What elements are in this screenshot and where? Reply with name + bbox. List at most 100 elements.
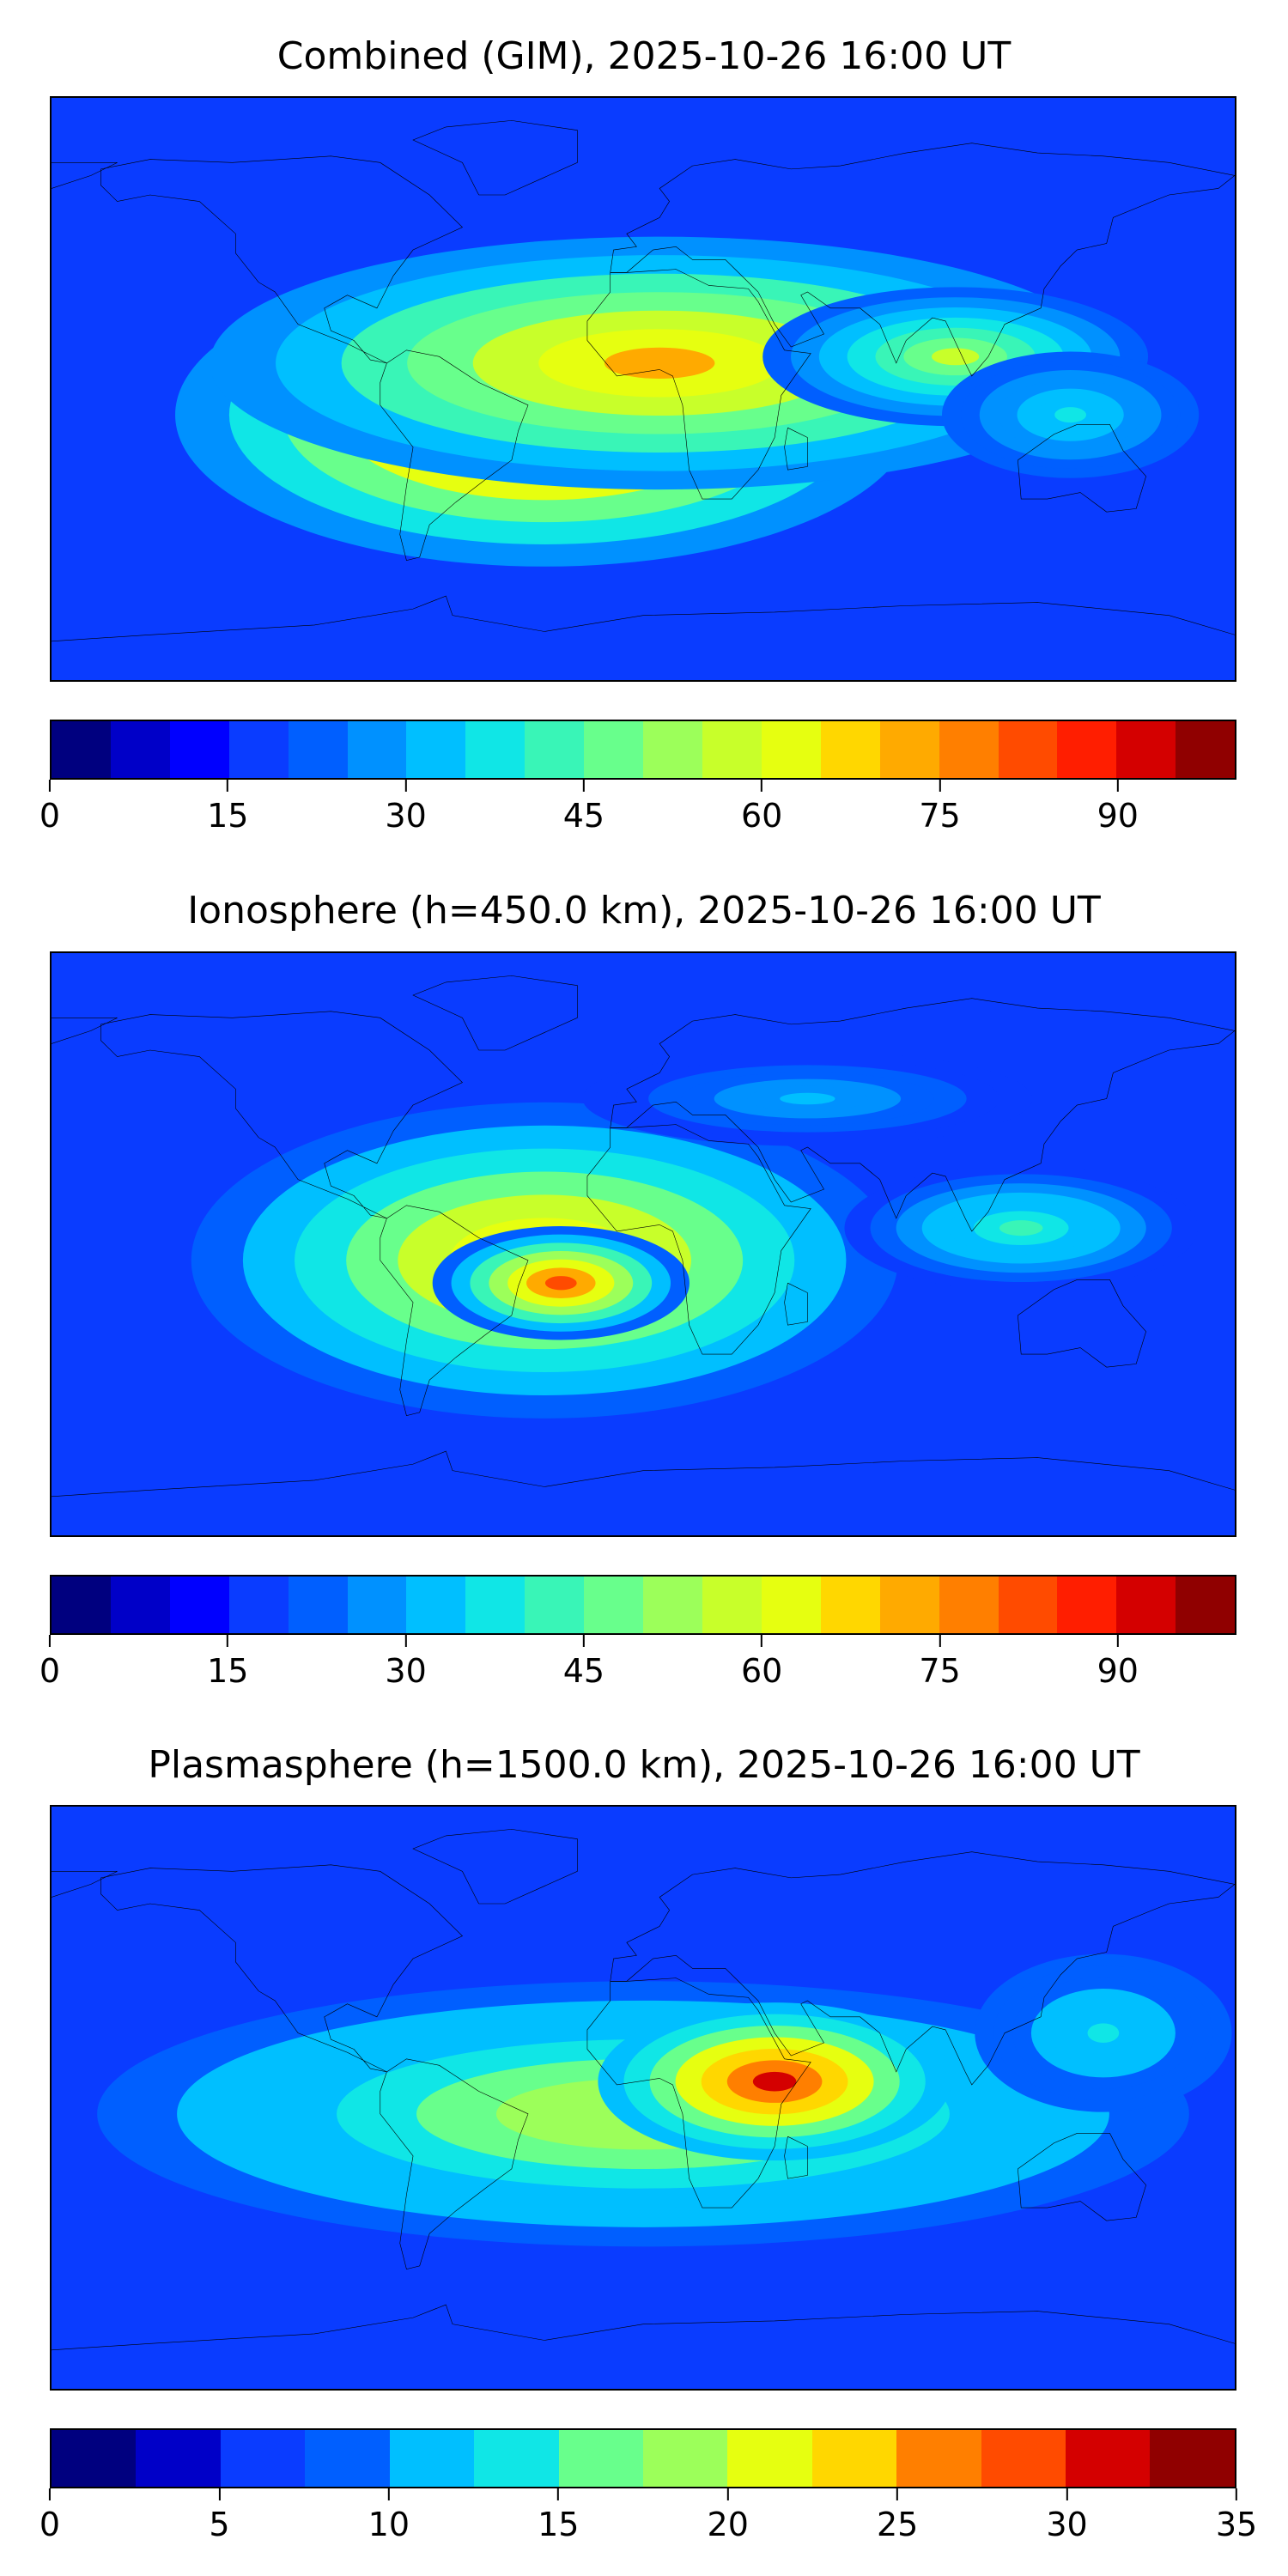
colorbar-segment — [347, 1577, 407, 1633]
tick-mark — [557, 2488, 560, 2500]
panel-title-ionosphere: Ionosphere (h=450.0 km), 2025-10-26 16:0… — [187, 889, 1101, 933]
colorbar-tick: 30 — [385, 1635, 427, 1690]
tec-contour-1-6 — [544, 1276, 577, 1291]
tick-label: 10 — [368, 2506, 410, 2543]
colorbar-segment — [811, 2430, 897, 2487]
colorbar-segment — [879, 1577, 939, 1633]
colorbar-segment — [981, 2430, 1066, 2487]
tec-contour-2-6 — [1087, 2023, 1120, 2043]
tec-map-plasmasphere — [52, 1807, 1235, 2389]
coastline-8 — [785, 428, 808, 470]
colorbar-segment — [1176, 721, 1236, 778]
tec-contour-3-6 — [780, 1092, 835, 1105]
colorbar-segment — [642, 2430, 728, 2487]
coastline-2 — [587, 270, 811, 499]
colorbar-segment — [702, 1577, 762, 1633]
colorbar-segment — [228, 721, 289, 778]
colorbar-segment — [228, 1577, 289, 1633]
coastline-0 — [100, 1012, 462, 1218]
colorbar-tick: 0 — [39, 1635, 60, 1690]
colorbar-segment — [998, 721, 1058, 778]
tick-label: 0 — [39, 1652, 61, 1690]
tick-label: 90 — [1097, 1652, 1139, 1690]
colorbar-segment — [525, 721, 585, 778]
colorbar-segment — [1066, 2430, 1151, 2487]
colorbar-ticks-ionosphere: 0 15 30 45 60 75 90 — [39, 1635, 1236, 1695]
coastline-4 — [413, 975, 577, 1050]
colorbar-tick: 15 — [207, 780, 248, 835]
colorbar-tick: 30 — [1046, 2488, 1088, 2543]
colorbar-segment — [879, 721, 939, 778]
colorbar-segment — [52, 721, 111, 778]
tec-contour-1-6 — [752, 2071, 797, 2092]
coastline-0 — [100, 1865, 462, 2072]
tick-label: 35 — [1215, 2506, 1258, 2543]
coastline-4 — [413, 1829, 577, 1904]
colorbar-segment — [406, 721, 466, 778]
colorbar-segment — [1116, 1577, 1176, 1633]
tec-contour-3-6 — [1054, 407, 1086, 423]
colorbar-segment — [584, 721, 644, 778]
colorbar-tick: 60 — [741, 1635, 782, 1690]
colorbar-segment — [52, 2430, 137, 2487]
colorbar-segment — [220, 2430, 306, 2487]
tick-label: 45 — [562, 797, 605, 835]
colorbar-segment — [820, 721, 880, 778]
colorbar-ionosphere — [50, 1575, 1236, 1635]
colorbar-segment — [110, 721, 170, 778]
tec-map-combined — [52, 98, 1235, 680]
colorbar-segment — [136, 2430, 221, 2487]
colorbar-segment — [474, 2430, 559, 2487]
colorbar-segment — [1116, 721, 1176, 778]
colorbar-segment — [998, 1577, 1058, 1633]
map-combined — [50, 96, 1236, 682]
coastline-6 — [52, 1451, 1235, 1497]
coastline-5 — [1018, 2133, 1145, 2221]
tick-label: 30 — [385, 797, 427, 835]
tick-label: 15 — [538, 2506, 580, 2543]
colorbar-segment — [288, 1577, 348, 1633]
colorbar-plasmasphere — [50, 2428, 1236, 2488]
tick-mark — [387, 2488, 390, 2500]
colorbar-segment — [761, 1577, 821, 1633]
tick-label: 15 — [207, 1652, 249, 1690]
coastline-6 — [52, 2305, 1235, 2350]
tick-label: 15 — [207, 797, 249, 835]
colorbar-segment — [406, 1577, 466, 1633]
tick-mark — [1116, 1635, 1119, 1647]
map-plasmasphere — [50, 1805, 1236, 2391]
colorbar-tick: 75 — [919, 780, 961, 835]
colorbar-segment — [1150, 2430, 1235, 2487]
coastline-7 — [52, 1018, 118, 1043]
colorbar-segment — [389, 2430, 475, 2487]
colorbar-tick: 5 — [209, 2488, 230, 2543]
colorbar-tick: 30 — [385, 780, 427, 835]
tick-mark — [227, 780, 229, 792]
tick-mark — [582, 1635, 585, 1647]
tick-mark — [49, 1635, 51, 1647]
tick-label: 5 — [209, 2506, 230, 2543]
colorbar-tick: 15 — [538, 2488, 579, 2543]
tec-map-ionosphere — [52, 953, 1235, 1535]
colorbar-tick: 90 — [1097, 780, 1139, 835]
tick-mark — [49, 780, 51, 792]
tick-label: 75 — [919, 797, 961, 835]
tick-mark — [404, 1635, 407, 1647]
colorbar-tick: 60 — [741, 780, 782, 835]
colorbar-segment — [939, 721, 999, 778]
tick-mark — [1235, 2488, 1237, 2500]
colorbar-segment — [169, 721, 229, 778]
coastline-8 — [785, 1283, 808, 1325]
coastline-3 — [611, 143, 1235, 376]
colorbar-tick: 25 — [877, 2488, 918, 2543]
colorbar-segment — [305, 2430, 390, 2487]
tick-mark — [761, 780, 763, 792]
tick-label: 0 — [39, 2506, 61, 2543]
colorbar-tick: 75 — [919, 1635, 961, 1690]
colorbar-segment — [288, 721, 348, 778]
colorbar-tick: 15 — [207, 1635, 248, 1690]
tick-label: 0 — [39, 797, 61, 835]
tick-label: 30 — [385, 1652, 427, 1690]
coastline-3 — [611, 999, 1235, 1231]
colorbar-tick: 35 — [1216, 2488, 1257, 2543]
